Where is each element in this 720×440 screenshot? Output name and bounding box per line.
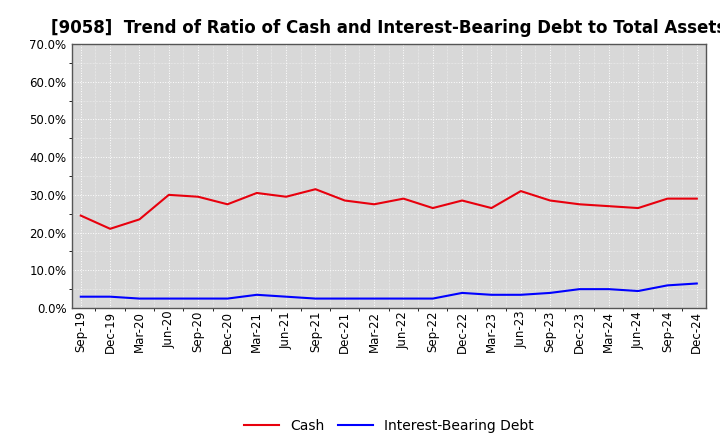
Cash [546,198,554,203]
Cash [428,205,437,211]
Line: Interest-Bearing Debt: Interest-Bearing Debt [81,283,697,299]
Cash [164,192,173,198]
Interest-Bearing Debt [458,290,467,296]
Interest-Bearing Debt [223,296,232,301]
Interest-Bearing Debt [164,296,173,301]
Title: [9058]  Trend of Ratio of Cash and Interest-Bearing Debt to Total Assets: [9058] Trend of Ratio of Cash and Intere… [51,19,720,37]
Interest-Bearing Debt [341,296,349,301]
Legend: Cash, Interest-Bearing Debt: Cash, Interest-Bearing Debt [238,413,539,438]
Interest-Bearing Debt [428,296,437,301]
Interest-Bearing Debt [311,296,320,301]
Cash [516,188,525,194]
Cash [634,205,642,211]
Interest-Bearing Debt [282,294,290,299]
Cash [458,198,467,203]
Interest-Bearing Debt [634,288,642,293]
Interest-Bearing Debt [370,296,379,301]
Interest-Bearing Debt [663,283,672,288]
Interest-Bearing Debt [693,281,701,286]
Cash [311,187,320,192]
Interest-Bearing Debt [575,286,584,292]
Cash [106,226,114,231]
Interest-Bearing Debt [135,296,144,301]
Cash [487,205,496,211]
Cash [370,202,379,207]
Interest-Bearing Debt [106,294,114,299]
Cash [605,204,613,209]
Line: Cash: Cash [81,189,697,229]
Interest-Bearing Debt [605,286,613,292]
Interest-Bearing Debt [194,296,202,301]
Interest-Bearing Debt [253,292,261,297]
Cash [76,213,85,218]
Cash [663,196,672,201]
Cash [341,198,349,203]
Cash [693,196,701,201]
Cash [282,194,290,199]
Interest-Bearing Debt [487,292,496,297]
Cash [399,196,408,201]
Cash [253,191,261,196]
Interest-Bearing Debt [76,294,85,299]
Interest-Bearing Debt [399,296,408,301]
Cash [575,202,584,207]
Interest-Bearing Debt [516,292,525,297]
Cash [135,217,144,222]
Cash [194,194,202,199]
Cash [223,202,232,207]
Interest-Bearing Debt [546,290,554,296]
